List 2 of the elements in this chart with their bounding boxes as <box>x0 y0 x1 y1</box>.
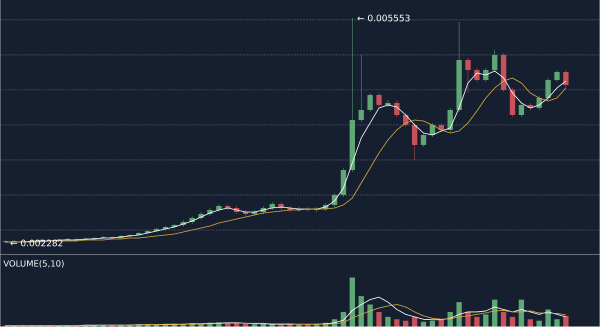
annotation: ← 0.005553 <box>358 14 410 22</box>
chart-title: VOLUME(5,10) <box>3 260 64 268</box>
